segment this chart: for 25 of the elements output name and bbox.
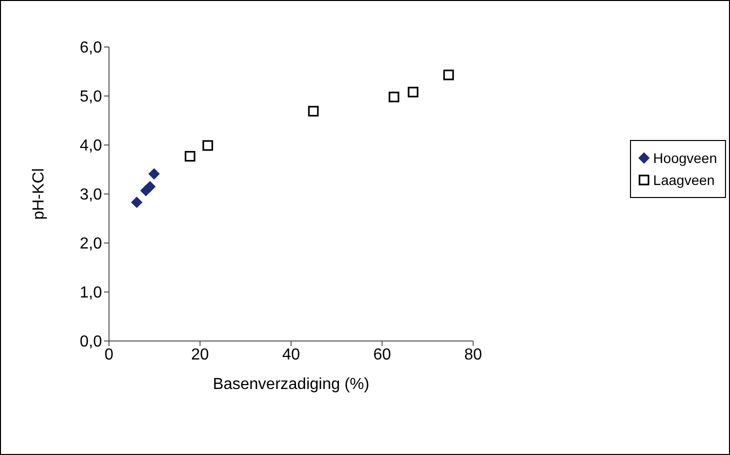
x-tick-label: 0 — [104, 346, 114, 364]
point — [148, 168, 160, 180]
x-axis-title: Basenverzadiging (%) — [212, 376, 370, 393]
legend-label: Laagveen — [653, 171, 715, 190]
point — [144, 181, 156, 192]
point — [184, 150, 196, 162]
x-tick-label: 40 — [282, 346, 300, 364]
y-tick-label: 5,0 — [80, 88, 102, 106]
point — [202, 140, 214, 151]
point — [408, 86, 418, 98]
y-axis-title: pH-KCl — [30, 168, 48, 220]
x-tick-label: 60 — [373, 346, 392, 364]
x-tick-label: 80 — [464, 346, 482, 364]
point — [388, 92, 400, 102]
y-tick-label: 0,0 — [80, 334, 102, 351]
point — [131, 196, 142, 208]
legend-label: Hoogveen — [653, 149, 717, 168]
y-tick-label: 3,0 — [80, 186, 102, 204]
y-tick-label: 1,0 — [80, 284, 102, 302]
y-tick-label: 2,0 — [80, 236, 102, 253]
point — [308, 106, 319, 116]
y-tick-label: 4,0 — [80, 138, 102, 155]
y-tick-label: 6,0 — [80, 40, 102, 57]
x-tick-label: 20 — [191, 346, 210, 364]
point — [443, 70, 454, 80]
